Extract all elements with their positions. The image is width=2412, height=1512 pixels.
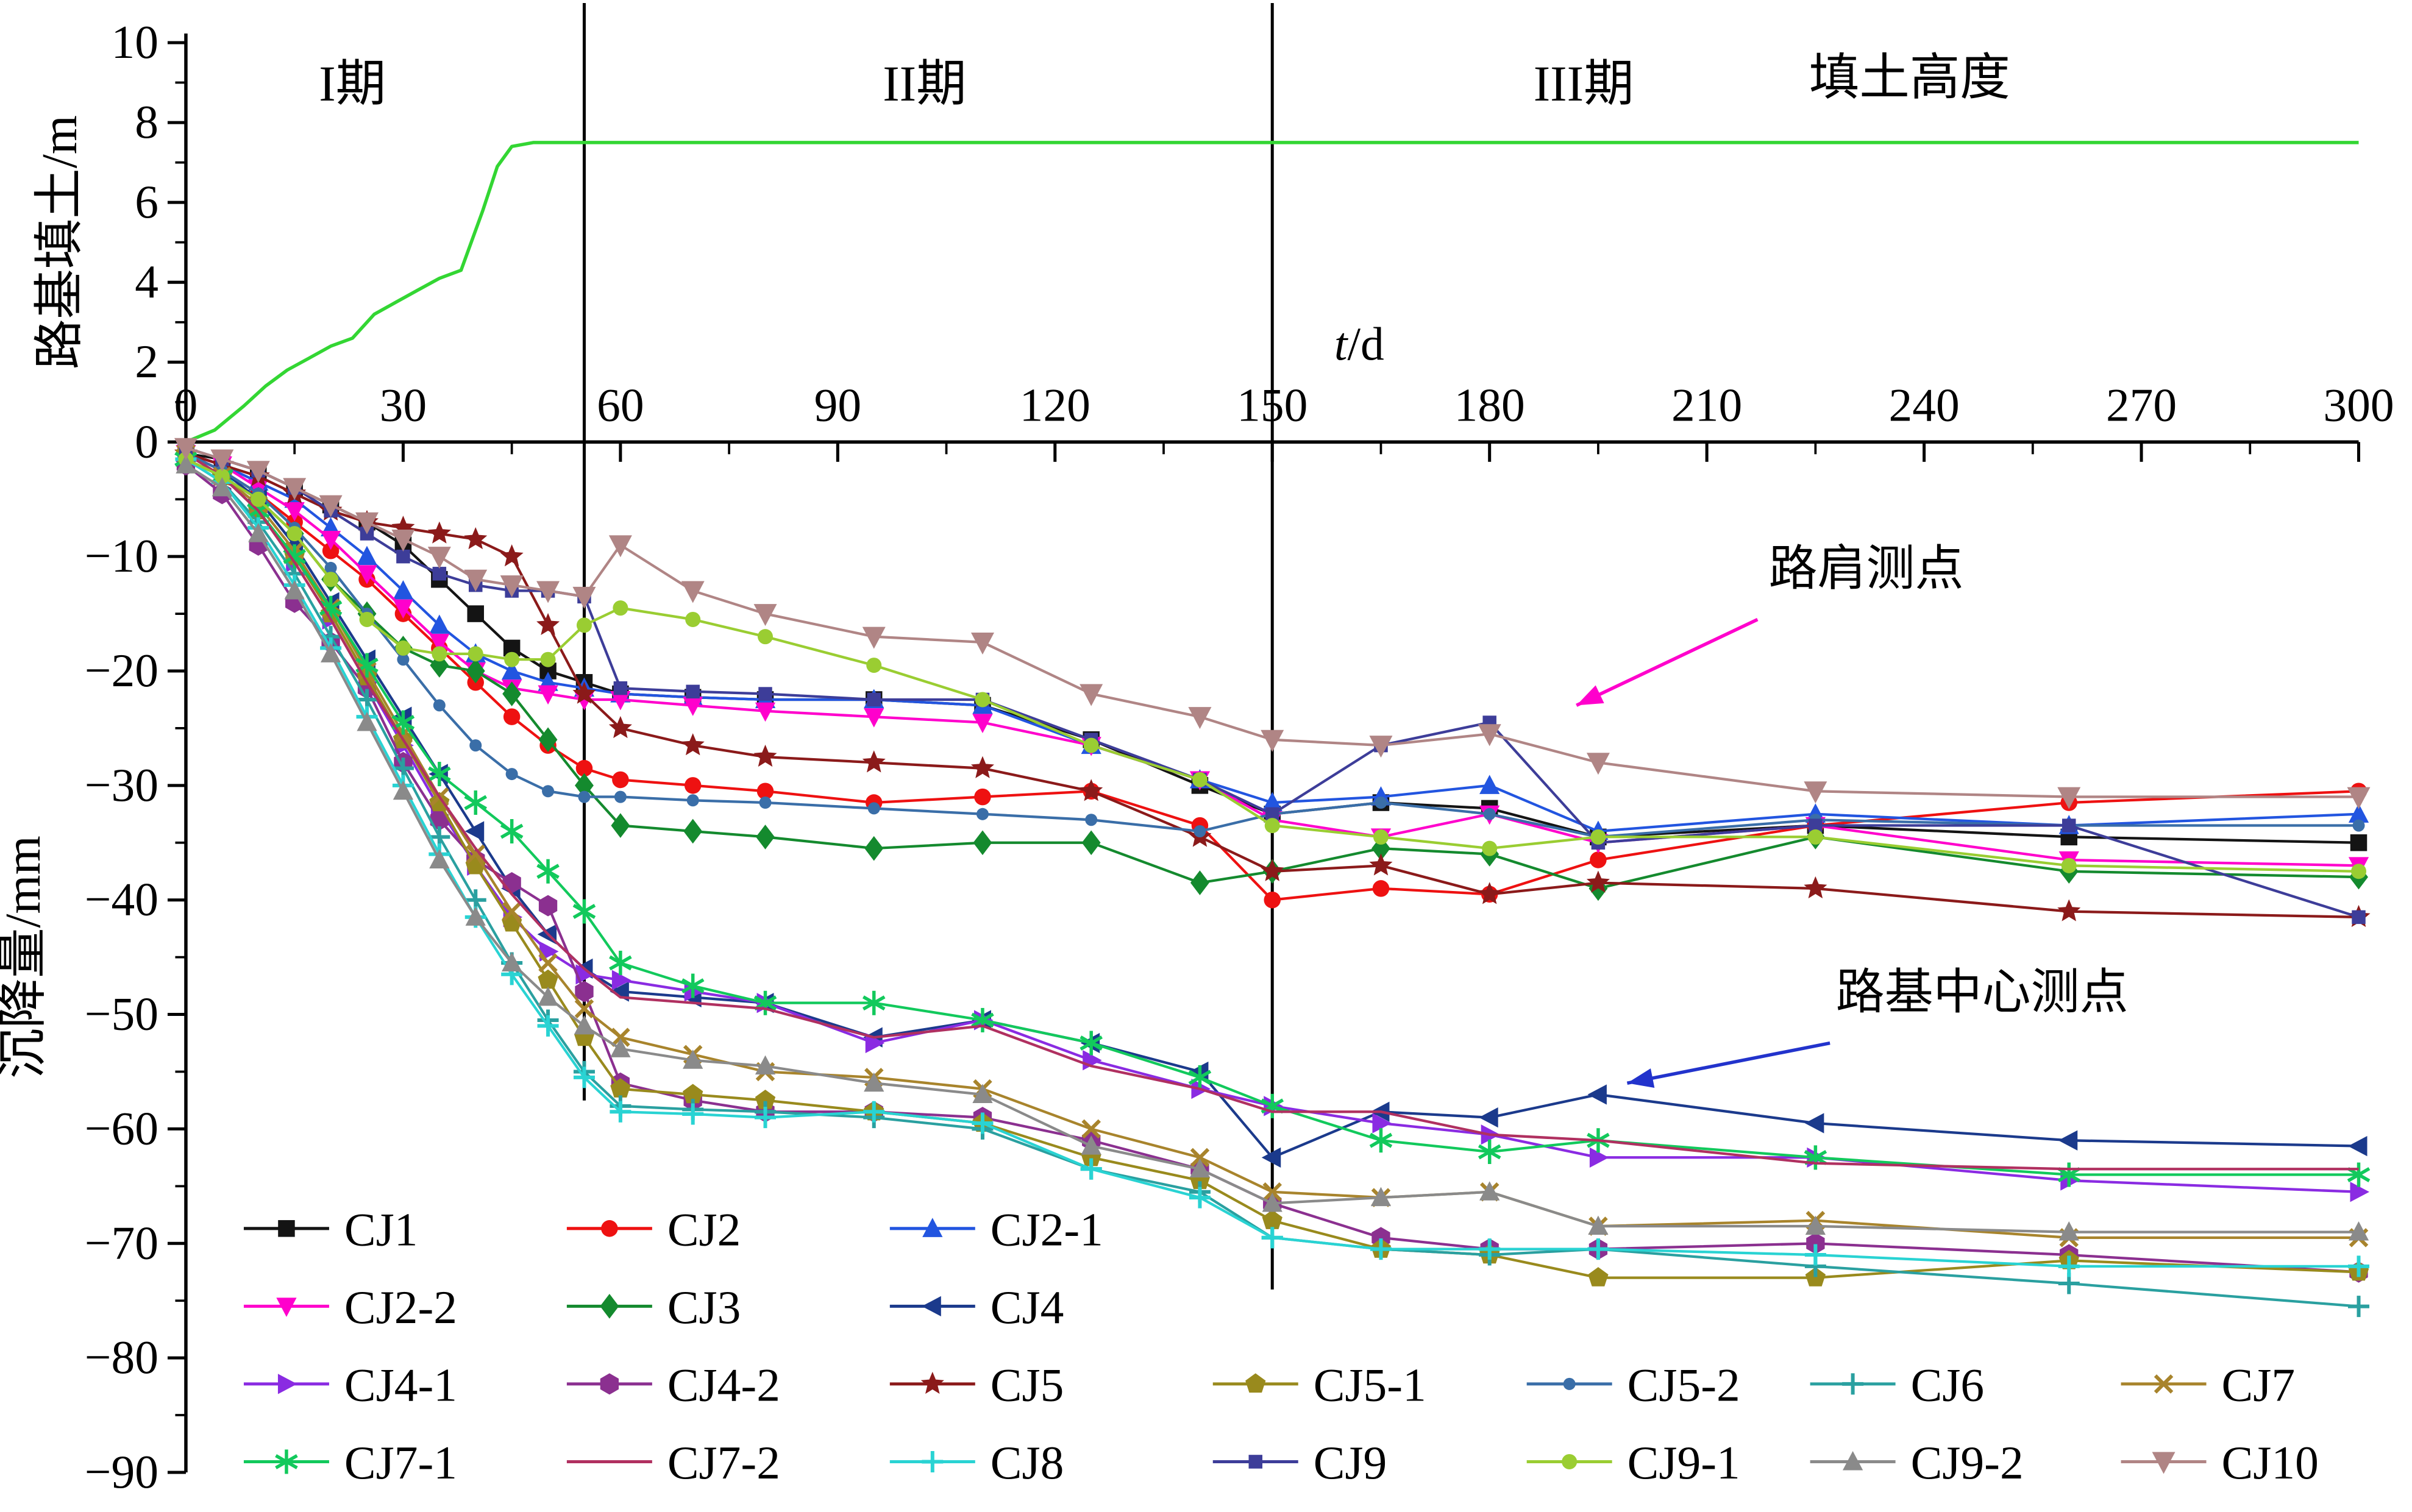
phase-label-1: I期 — [319, 55, 386, 112]
legend-item-CJ4-2: CJ4-2 — [566, 1358, 780, 1411]
legend-label: CJ9-1 — [1628, 1436, 1740, 1489]
legend-label: CJ9-2 — [1911, 1436, 2024, 1489]
x-tick-label: 60 — [597, 378, 644, 431]
phase-label-2: II期 — [883, 55, 966, 112]
legend-label: CJ5-1 — [1314, 1358, 1426, 1411]
legend-label: CJ7-2 — [667, 1436, 780, 1489]
legend-label: CJ4-1 — [344, 1358, 457, 1411]
fill-tick-label: 6 — [135, 176, 158, 228]
legend-label: CJ4-2 — [667, 1358, 780, 1411]
legend-item-CJ9: CJ9 — [1212, 1436, 1387, 1489]
settlement-tick-label: −20 — [85, 644, 158, 697]
annotation-text: 路基中心测点 — [1836, 966, 2129, 1020]
x-tick-label: 120 — [1020, 378, 1090, 431]
legend-label: CJ5 — [991, 1358, 1064, 1411]
legend-item-CJ5-2: CJ5-2 — [1526, 1358, 1740, 1411]
x-tick-label: 180 — [1454, 378, 1525, 431]
settlement-tick-label: −10 — [85, 530, 158, 582]
legend-label: CJ3 — [667, 1281, 741, 1333]
phase-label-3: III期 — [1534, 55, 1634, 112]
legend-item-CJ7-2: CJ7-2 — [566, 1436, 780, 1489]
legend-label: CJ7 — [2222, 1358, 2296, 1411]
settlement-axis-title: 沉降量/mm — [0, 836, 51, 1079]
settlement-tick-label: −50 — [85, 988, 158, 1040]
settlement-tick-label: −30 — [85, 759, 158, 811]
fill-tick-label: 10 — [111, 16, 158, 68]
legend-label: CJ8 — [991, 1436, 1064, 1489]
fill-height-label: 填土高度 — [1809, 49, 2010, 105]
series-CJ7-2 — [185, 452, 2359, 1171]
legend: CJ1 CJ2 CJ2-1 CJ2-2 CJ3 CJ4 CJ4-1 CJ4-2 CJ5 CJ5-1… — [243, 1203, 2319, 1489]
legend-item-CJ3: CJ3 — [566, 1281, 741, 1333]
legend-label: CJ5-2 — [1628, 1358, 1740, 1411]
x-tick-label: 0 — [174, 378, 198, 431]
fill-tick-label: 8 — [135, 96, 158, 148]
annotation-center: 路基中心测点 — [1626, 966, 2129, 1088]
x-tick-label: 210 — [1671, 378, 1742, 431]
series-CJ5 — [174, 441, 2371, 928]
fill-tick-label: 2 — [135, 335, 158, 388]
settlement-tick-label: −40 — [85, 873, 158, 926]
settlement-tick-label: −70 — [85, 1216, 158, 1269]
fill-height-series: 填土高度 — [185, 49, 2359, 444]
legend-label: CJ6 — [1911, 1358, 1985, 1411]
x-tick-label: 90 — [814, 378, 861, 431]
settlement-tick-label: −80 — [85, 1331, 158, 1383]
x-tick-label: 300 — [2323, 378, 2394, 431]
legend-item-CJ5: CJ5 — [889, 1358, 1064, 1411]
legend-item-CJ1: CJ1 — [243, 1203, 418, 1255]
annotation-shoulder: 路肩测点 — [1576, 542, 1964, 707]
legend-item-CJ4: CJ4 — [889, 1281, 1064, 1333]
legend-item-CJ5-1: CJ5-1 — [1212, 1358, 1426, 1411]
legend-item-CJ2-2: CJ2-2 — [243, 1281, 457, 1333]
x-tick-label: 30 — [380, 378, 427, 431]
legend-label: CJ9 — [1314, 1436, 1387, 1489]
legend-label: CJ2 — [667, 1203, 741, 1255]
legend-item-CJ7: CJ7 — [2121, 1358, 2296, 1411]
series-CJ9-1 — [178, 451, 2367, 879]
legend-item-CJ6: CJ6 — [1810, 1358, 1985, 1411]
legend-label: CJ10 — [2222, 1436, 2319, 1489]
fill-axis-title: 路基填土/m — [31, 115, 87, 369]
legend-item-CJ9-2: CJ9-2 — [1810, 1436, 2024, 1489]
legend-label: CJ2-1 — [991, 1203, 1103, 1255]
legend-label: CJ7-1 — [344, 1436, 457, 1489]
legend-item-CJ8: CJ8 — [889, 1436, 1064, 1489]
x-tick-label: 240 — [1888, 378, 1959, 431]
annotation-text: 路肩测点 — [1769, 542, 1964, 596]
legend-item-CJ2: CJ2 — [566, 1203, 741, 1255]
legend-label: CJ2-2 — [344, 1281, 457, 1333]
legend-item-CJ9-1: CJ9-1 — [1526, 1436, 1740, 1489]
fill-tick-label: 4 — [135, 255, 158, 308]
legend-label: CJ1 — [344, 1203, 418, 1255]
x-axis-title: t/d — [1334, 318, 1384, 370]
legend-item-CJ10: CJ10 — [2121, 1436, 2319, 1489]
series-CJ10 — [174, 438, 2371, 809]
settlement-tick-label: −60 — [85, 1102, 158, 1154]
series-CJ9-2 — [176, 454, 2369, 1241]
legend-item-CJ2-1: CJ2-1 — [889, 1203, 1103, 1255]
axes: 0 30 60 90 120 150 180 210 240 270 3000246810−10−2… — [0, 16, 2394, 1498]
fill-tick-label: 0 — [135, 415, 158, 467]
legend-item-CJ7-1: CJ7-1 — [243, 1436, 457, 1489]
legend-label: CJ4 — [991, 1281, 1064, 1333]
x-tick-label: 270 — [2106, 378, 2177, 431]
settlement-tick-label: −90 — [85, 1446, 158, 1498]
legend-item-CJ4-1: CJ4-1 — [243, 1358, 457, 1411]
